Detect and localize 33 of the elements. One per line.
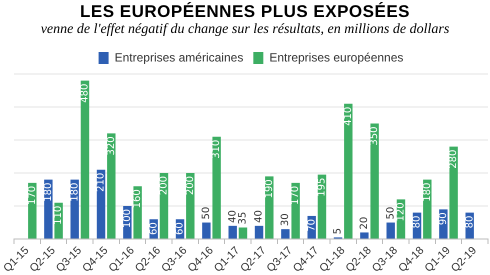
bar [254,226,264,239]
data-label: 50 [385,206,396,220]
data-label: 50 [200,206,212,220]
bar [202,222,211,239]
legend-label: Entreprises américaines [114,50,244,64]
data-label: 30 [280,213,291,226]
data-label: 40 [227,210,238,223]
chart-title: LES EUROPÉENNES PLUS EXPOSÉES [78,2,412,22]
data-label: 410 [342,106,354,126]
data-label: 40 [254,210,265,223]
bar [212,136,221,239]
bar [386,222,395,239]
bar [281,229,290,239]
legend-label: Entreprises européennes [269,50,404,64]
bar [449,146,458,239]
data-label: 35 [238,212,249,224]
bar [107,133,116,239]
data-label: 80 [464,216,476,228]
bar [360,232,369,239]
data-label: 120 [396,202,407,222]
data-label: 90 [438,212,449,226]
data-label: 180 [69,182,80,202]
bar [291,182,300,239]
bar [238,227,248,239]
chart-subtitle: venne de l'effet négatif du change sur les résultats, en millions de dollars [40,22,450,39]
bar [370,124,379,239]
bar [80,80,90,239]
bar [228,226,237,239]
data-label: 110 [53,206,64,225]
data-label: 5 [332,228,344,234]
bar [344,104,353,239]
data-label: 100 [122,209,133,228]
data-label: 20 [358,216,370,230]
